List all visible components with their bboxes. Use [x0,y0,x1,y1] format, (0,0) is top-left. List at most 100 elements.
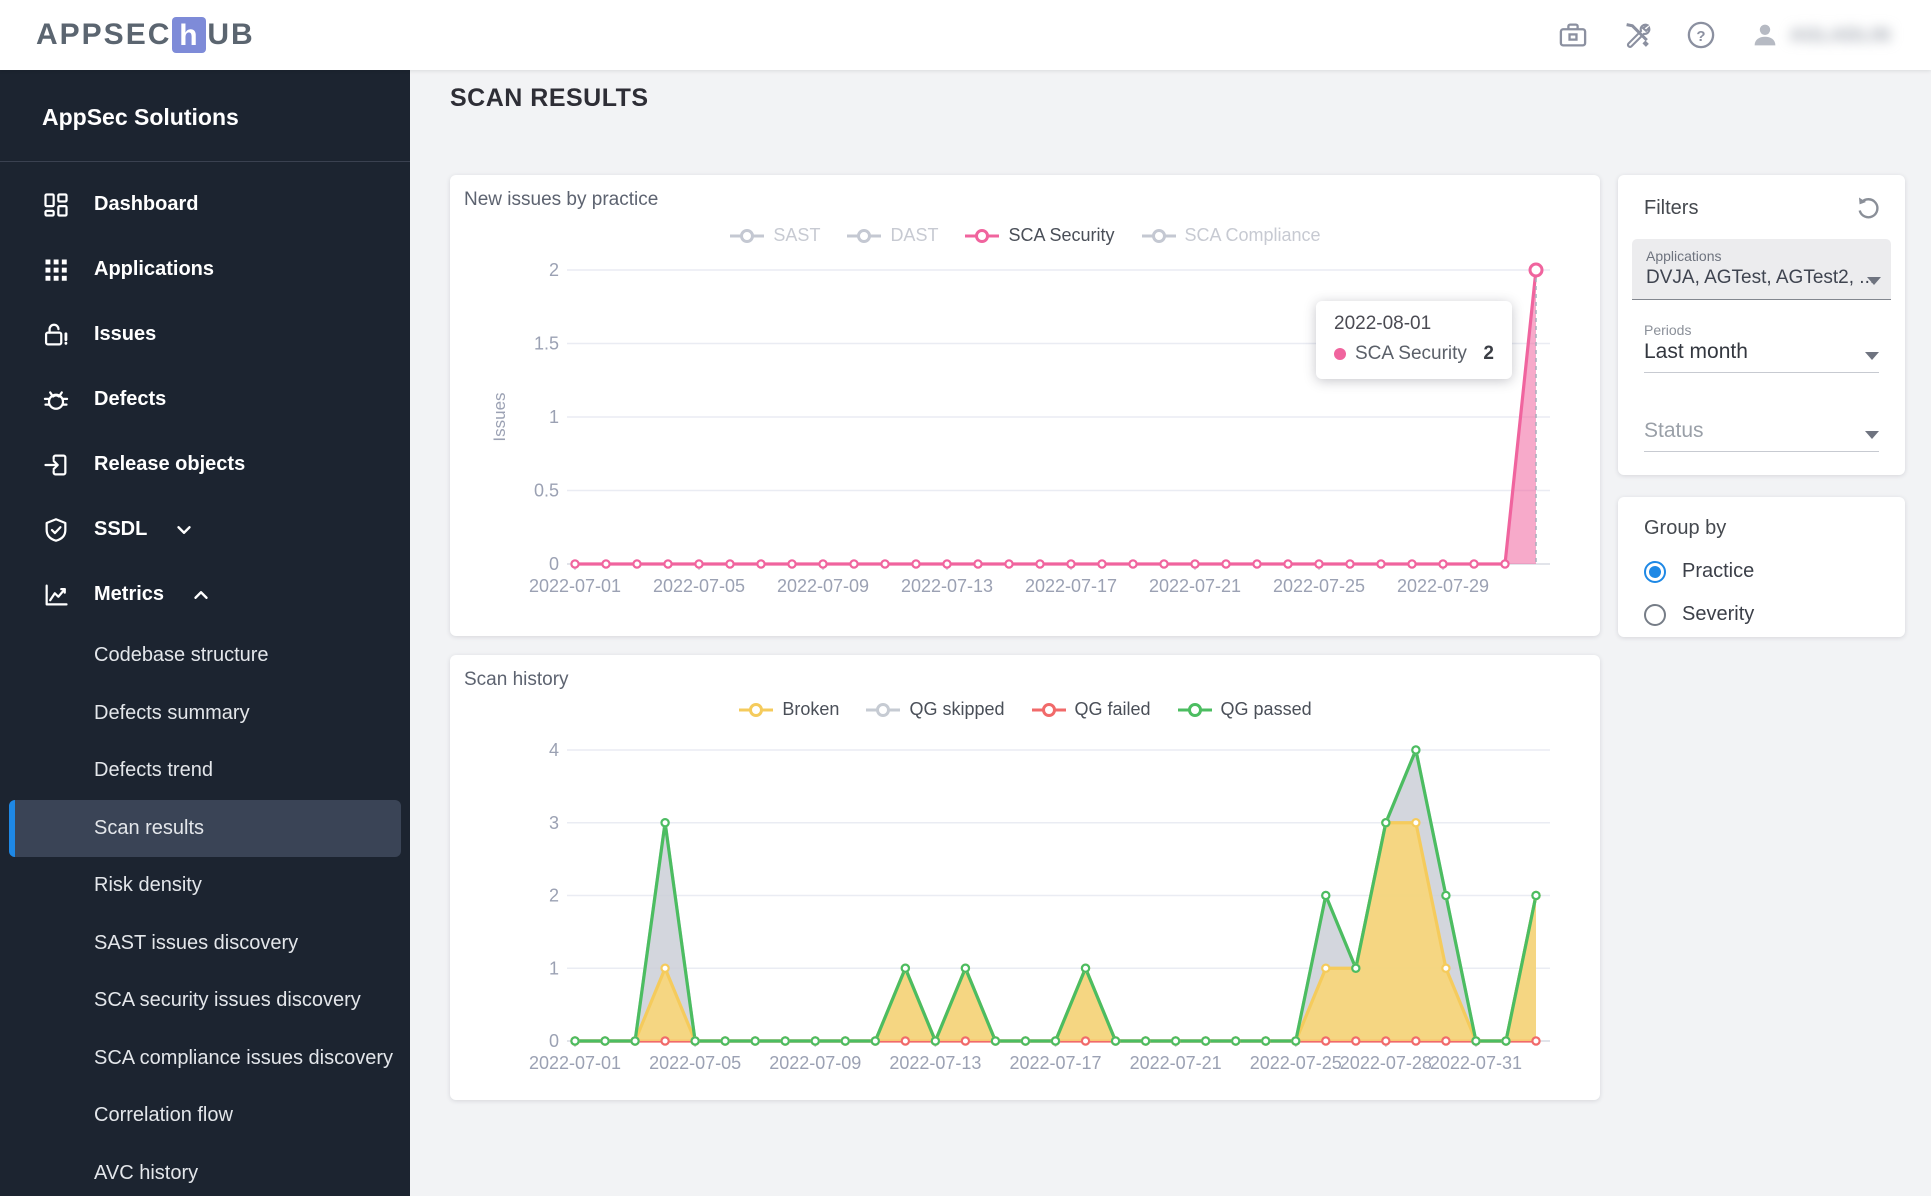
status-select[interactable]: Status [1644,419,1879,452]
legend-item-qg-failed[interactable]: QG failed [1031,699,1151,720]
svg-text:2022-07-17: 2022-07-17 [1025,576,1117,596]
sidebar-subitem-scan-results[interactable]: Scan results [9,799,401,857]
group-by-option-severity[interactable]: Severity [1644,603,1879,626]
chevron-down-icon [177,525,192,534]
svg-text:2022-07-28: 2022-07-28 [1340,1053,1432,1073]
periods-value: Last month [1644,340,1748,363]
sidebar-subitem-correlation-flow[interactable]: Correlation flow [0,1087,410,1145]
legend-item-sast[interactable]: SAST [729,225,820,246]
legend-item-broken[interactable]: Broken [738,699,839,720]
svg-text:2022-07-01: 2022-07-01 [529,576,621,596]
svg-text:2022-07-13: 2022-07-13 [901,576,993,596]
chart-tooltip: 2022-08-01 SCA Security 2 [1316,301,1512,379]
sidebar-item-issues[interactable]: Issues [0,302,410,367]
sidebar-subitem-label: Scan results [94,816,205,839]
group-by-title: Group by [1644,517,1727,539]
radio-icon [1644,603,1666,626]
sidebar-subitem-label: SAST issues discovery [94,931,299,954]
sidebar-item-metrics[interactable]: Metrics [0,562,410,627]
page-title: SCAN RESULTS [450,84,649,112]
sidebar-subitem-defects-trend[interactable]: Defects trend [0,742,410,800]
chart1-legend: SAST DAST SCA Security SCA Compliance [450,225,1600,246]
chart2-legend: Broken QG skipped QG failed QG passed [450,699,1600,720]
scan-history-chart[interactable]: 0 1 2 3 4 2022-07-01 2022-07-05 2022-07-09 2022-… [450,655,1600,1100]
shield-check-icon [42,516,70,544]
sidebar-item-label: Issues [94,323,157,345]
svg-text:?: ? [1696,28,1705,45]
bug-icon [42,386,70,414]
user-name: AGLADLIN [1790,24,1891,45]
radio-label: Severity [1682,603,1755,625]
sidebar-item-label: Release objects [94,453,246,475]
legend-item-sca-compliance[interactable]: SCA Compliance [1141,225,1321,246]
sidebar-subitem-sast-issues-discovery[interactable]: SAST issues discovery [0,915,410,973]
tooltip-series-dot [1334,348,1346,360]
svg-text:2022-07-01: 2022-07-01 [529,1053,621,1073]
exit-box-icon [42,451,70,479]
sidebar-subitem-defects-summary[interactable]: Defects summary [0,685,410,743]
sidebar-subitem-sca-compliance-issues-discovery[interactable]: SCA compliance issues discovery [0,1030,410,1088]
sidebar-item-release-objects[interactable]: Release objects [0,432,410,497]
filters-title: Filters [1644,196,1699,219]
svg-text:2022-07-13: 2022-07-13 [889,1053,981,1073]
radio-icon [1644,560,1666,583]
svg-text:4: 4 [549,740,559,760]
sidebar-subitem-label: Correlation flow [94,1104,233,1127]
svg-text:1: 1 [549,407,559,427]
legend-marker-icon [847,228,882,243]
reset-filters-icon[interactable] [1855,195,1881,221]
logo-prefix: APPSEC [36,18,172,51]
legend-item-dast[interactable]: DAST [846,225,938,246]
svg-text:1: 1 [549,958,559,978]
chevron-down-icon [1865,431,1879,439]
sidebar-subitem-label: SCA compliance issues discovery [94,1046,394,1069]
chart1-title: New issues by practice [464,189,659,210]
chart2-title: Scan history [464,669,569,690]
legend-item-sca-security[interactable]: SCA Security [964,225,1115,246]
sidebar-item-dashboard[interactable]: Dashboard [0,172,410,237]
sidebar-item-label: Applications [94,258,215,280]
logo-suffix: UB [207,18,255,51]
sidebar-subitem-label: SCA security issues discovery [94,989,361,1012]
svg-text:2022-07-05: 2022-07-05 [649,1053,741,1073]
status-placeholder: Status [1644,419,1704,442]
new-issues-chart[interactable]: 0 0.5 1 1.5 2 2022-07-01 2022-07-05 2022-07-09 2… [450,175,1600,636]
briefcase-icon[interactable] [1558,20,1588,50]
legend-marker-icon [1177,702,1212,717]
chart-line-icon [42,581,70,609]
svg-text:2022-07-21: 2022-07-21 [1149,576,1241,596]
filters-panel: Filters Applications DVJA, AGTest, AGTes… [1618,175,1905,475]
legend-marker-icon [965,228,1000,243]
legend-marker-icon [866,702,901,717]
dashboard-icon [42,191,70,219]
group-by-option-practice[interactable]: Practice [1644,560,1879,583]
radio-label: Practice [1682,560,1755,582]
svg-text:2022-07-25: 2022-07-25 [1250,1053,1342,1073]
sidebar-item-label: Metrics [94,583,165,605]
applications-select[interactable]: Applications DVJA, AGTest, AGTest2, ... [1632,239,1891,300]
periods-select[interactable]: Periods Last month [1644,322,1879,373]
sidebar-subitem-codebase-structure[interactable]: Codebase structure [0,627,410,685]
tooltip-date: 2022-08-01 [1334,313,1432,334]
help-icon[interactable]: ? [1686,20,1716,50]
svg-text:2022-07-09: 2022-07-09 [777,576,869,596]
sidebar-item-defects[interactable]: Defects [0,367,410,432]
chevron-down-icon [1867,277,1881,285]
top-bar: APPSEC h UB ? AGLADLIN [0,0,1931,70]
legend-marker-icon [730,228,765,243]
sidebar-subitem-sca-security-issues-discovery[interactable]: SCA security issues discovery [0,972,410,1030]
legend-item-qg-passed[interactable]: QG passed [1177,699,1312,720]
legend-item-qg-skipped[interactable]: QG skipped [865,699,1005,720]
tooltip-series-name: SCA Security [1355,343,1467,364]
unlock-alert-icon [42,321,70,349]
sidebar-subitem-avc-history[interactable]: AVC history [0,1145,410,1196]
sidebar-item-ssdl[interactable]: SSDL [0,497,410,562]
user-menu[interactable]: AGLADLIN [1750,20,1891,50]
tools-icon[interactable] [1622,20,1652,50]
chevron-up-icon [194,590,208,599]
sidebar-subitem-risk-density[interactable]: Risk density [0,857,410,915]
sidebar-item-applications[interactable]: Applications [0,237,410,302]
chevron-down-icon [1865,352,1879,360]
sidebar-item-label: SSDL [94,518,148,540]
svg-text:2022-07-25: 2022-07-25 [1273,576,1365,596]
